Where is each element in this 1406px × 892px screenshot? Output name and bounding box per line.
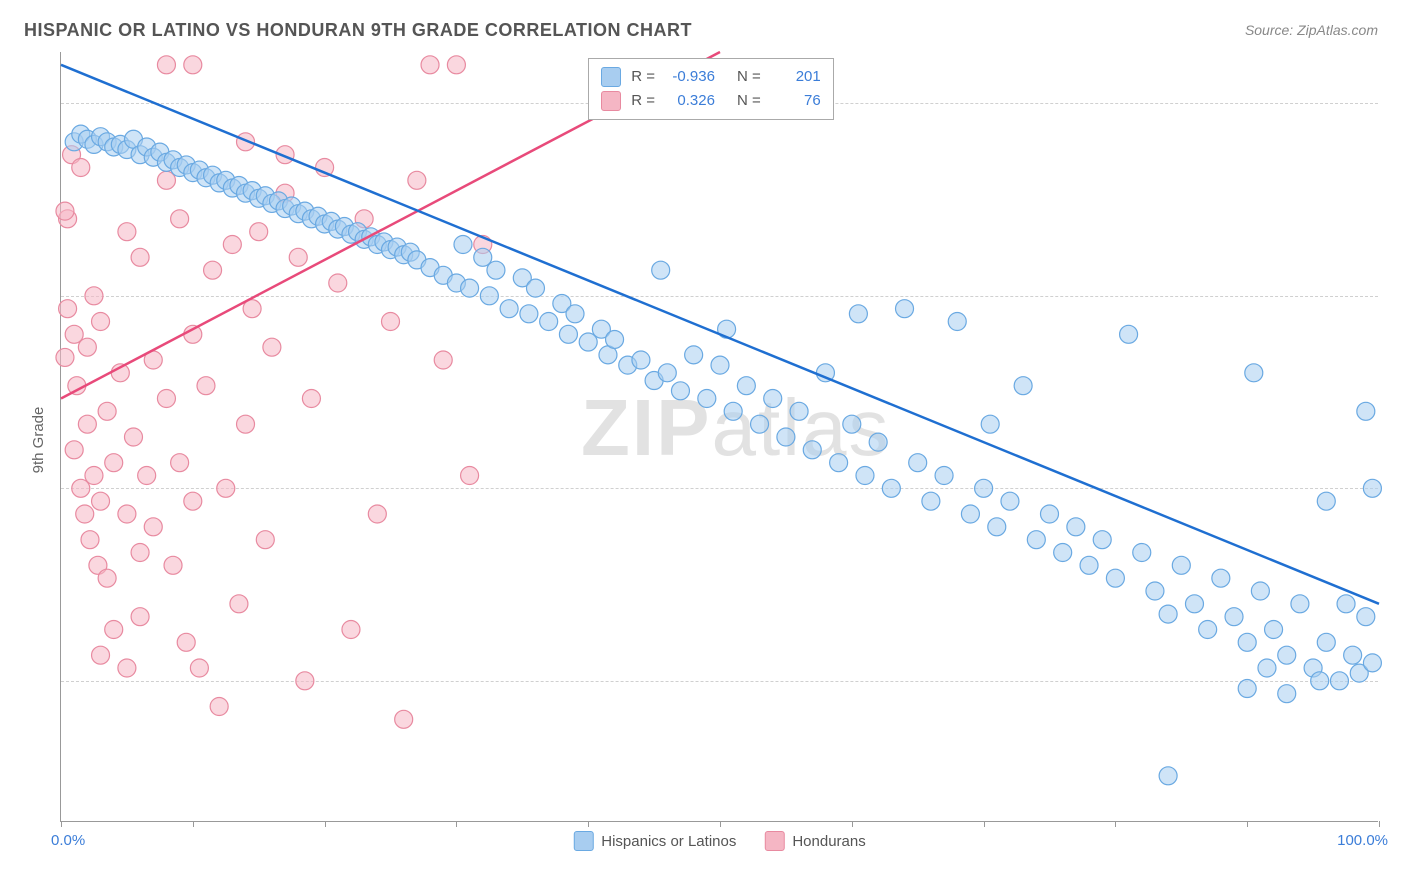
y-tick-label: 85.0% [1390, 480, 1406, 497]
stat-value-n-hispanic: 201 [771, 65, 821, 89]
stat-value-r-hispanic: -0.936 [665, 65, 715, 89]
y-axis-title: 9th Grade [30, 407, 47, 474]
legend-swatch-hispanic [601, 67, 621, 87]
series-legend: Hispanics or Latinos Hondurans [573, 831, 865, 851]
series-legend-label-hispanic: Hispanics or Latinos [601, 833, 736, 850]
stat-label-r: R = [631, 89, 655, 113]
x-axis-min-label: 0.0% [51, 832, 85, 849]
y-tick-label: 77.5% [1390, 672, 1406, 689]
y-tick-label: 92.5% [1390, 287, 1406, 304]
stat-label-n: N = [737, 89, 761, 113]
scatter-plot-svg [61, 52, 1378, 821]
legend-swatch-honduran [764, 831, 784, 851]
legend-swatch-honduran [601, 91, 621, 111]
stat-label-r: R = [631, 65, 655, 89]
chart-plot-area: ZIPatlas R = -0.936 N = 201 R = 0.326 N … [60, 52, 1378, 822]
y-tick-label: 100.0% [1390, 95, 1406, 112]
stat-value-r-honduran: 0.326 [665, 89, 715, 113]
legend-swatch-hispanic [573, 831, 593, 851]
x-axis-max-label: 100.0% [1337, 832, 1388, 849]
stats-legend-row-honduran: R = 0.326 N = 76 [601, 89, 821, 113]
chart-title: HISPANIC OR LATINO VS HONDURAN 9TH GRADE… [24, 20, 692, 41]
stats-legend-row-hispanic: R = -0.936 N = 201 [601, 65, 821, 89]
source-attribution: Source: ZipAtlas.com [1245, 22, 1378, 38]
stat-value-n-honduran: 76 [771, 89, 821, 113]
stat-label-n: N = [737, 65, 761, 89]
stats-legend-box: R = -0.936 N = 201 R = 0.326 N = 76 [588, 58, 834, 120]
series-legend-item-hispanic: Hispanics or Latinos [573, 831, 736, 851]
series-legend-label-honduran: Hondurans [792, 833, 865, 850]
series-legend-item-honduran: Hondurans [764, 831, 865, 851]
